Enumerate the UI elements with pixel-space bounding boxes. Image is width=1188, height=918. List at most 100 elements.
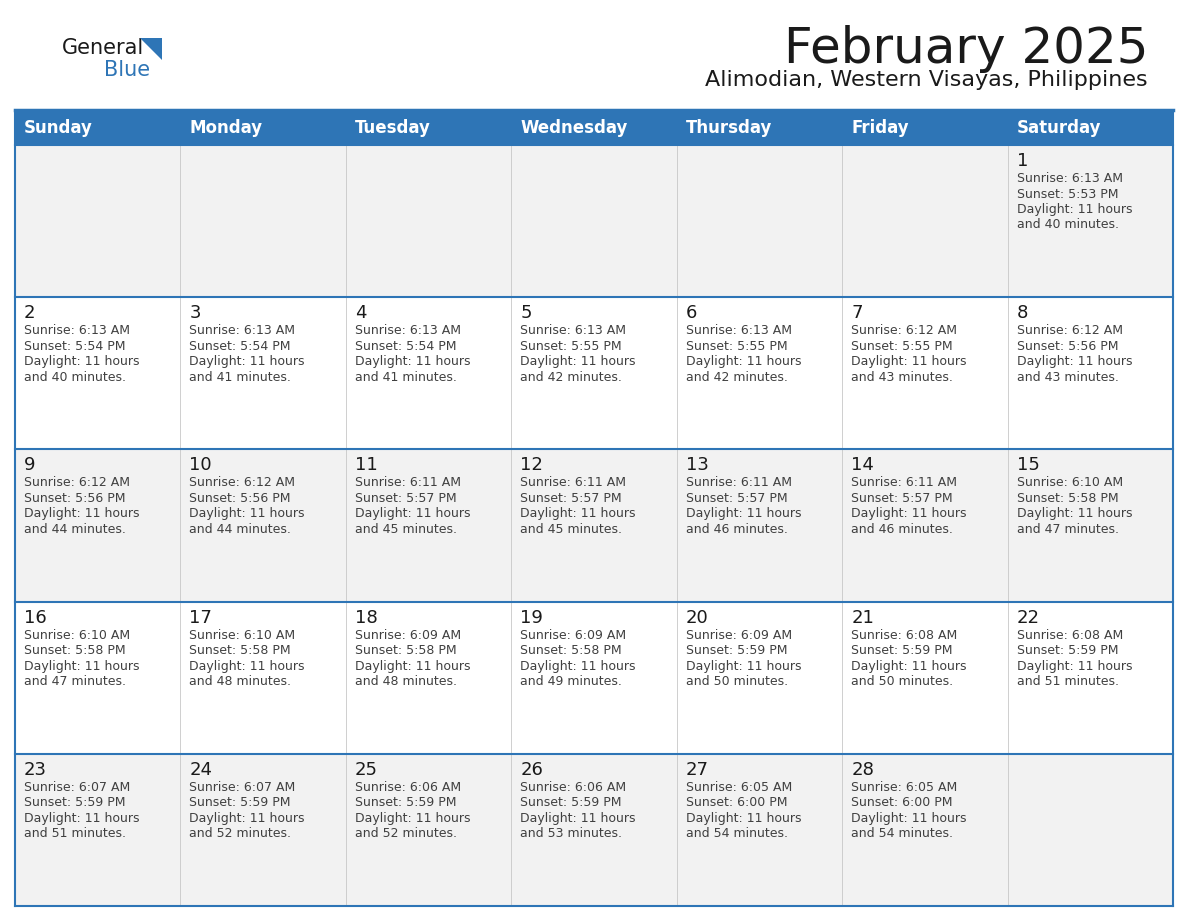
Text: Sunrise: 6:11 AM: Sunrise: 6:11 AM bbox=[520, 476, 626, 489]
Text: 10: 10 bbox=[189, 456, 211, 475]
Text: 9: 9 bbox=[24, 456, 36, 475]
Text: Sunset: 5:55 PM: Sunset: 5:55 PM bbox=[520, 340, 621, 353]
Text: Friday: Friday bbox=[851, 119, 909, 137]
Text: 17: 17 bbox=[189, 609, 213, 627]
Text: 19: 19 bbox=[520, 609, 543, 627]
Text: and 47 minutes.: and 47 minutes. bbox=[24, 675, 126, 688]
Text: General: General bbox=[62, 38, 144, 58]
Text: Sunset: 5:58 PM: Sunset: 5:58 PM bbox=[355, 644, 456, 657]
Bar bbox=[511, 111, 677, 145]
Bar bbox=[15, 111, 181, 145]
Text: Sunrise: 6:12 AM: Sunrise: 6:12 AM bbox=[1017, 324, 1123, 337]
Bar bbox=[677, 111, 842, 145]
Text: and 49 minutes.: and 49 minutes. bbox=[520, 675, 623, 688]
Text: Daylight: 11 hours: Daylight: 11 hours bbox=[189, 508, 305, 521]
Text: Sunset: 5:56 PM: Sunset: 5:56 PM bbox=[24, 492, 126, 505]
Text: Sunset: 5:59 PM: Sunset: 5:59 PM bbox=[520, 796, 621, 810]
Bar bbox=[1007, 111, 1173, 145]
Text: and 50 minutes.: and 50 minutes. bbox=[685, 675, 788, 688]
Text: Sunset: 5:59 PM: Sunset: 5:59 PM bbox=[355, 796, 456, 810]
Text: Sunset: 5:58 PM: Sunset: 5:58 PM bbox=[1017, 492, 1118, 505]
Text: 15: 15 bbox=[1017, 456, 1040, 475]
Text: Sunrise: 6:05 AM: Sunrise: 6:05 AM bbox=[851, 781, 958, 794]
Text: Sunset: 5:58 PM: Sunset: 5:58 PM bbox=[189, 644, 291, 657]
Text: Sunrise: 6:13 AM: Sunrise: 6:13 AM bbox=[24, 324, 129, 337]
Text: Sunrise: 6:12 AM: Sunrise: 6:12 AM bbox=[851, 324, 958, 337]
Text: Sunday: Sunday bbox=[24, 119, 93, 137]
Text: Sunrise: 6:10 AM: Sunrise: 6:10 AM bbox=[189, 629, 296, 642]
Text: and 43 minutes.: and 43 minutes. bbox=[1017, 371, 1118, 384]
Text: 4: 4 bbox=[355, 304, 366, 322]
Text: Daylight: 11 hours: Daylight: 11 hours bbox=[685, 508, 801, 521]
Text: Sunset: 6:00 PM: Sunset: 6:00 PM bbox=[851, 796, 953, 810]
Text: Sunset: 5:55 PM: Sunset: 5:55 PM bbox=[851, 340, 953, 353]
Text: and 46 minutes.: and 46 minutes. bbox=[685, 523, 788, 536]
Text: and 45 minutes.: and 45 minutes. bbox=[520, 523, 623, 536]
Text: and 44 minutes.: and 44 minutes. bbox=[189, 523, 291, 536]
Text: and 51 minutes.: and 51 minutes. bbox=[24, 827, 126, 840]
Text: Sunset: 5:59 PM: Sunset: 5:59 PM bbox=[24, 796, 126, 810]
Text: 23: 23 bbox=[24, 761, 48, 778]
Text: and 54 minutes.: and 54 minutes. bbox=[851, 827, 953, 840]
Text: Daylight: 11 hours: Daylight: 11 hours bbox=[24, 508, 139, 521]
Text: 28: 28 bbox=[851, 761, 874, 778]
Text: and 42 minutes.: and 42 minutes. bbox=[520, 371, 623, 384]
Text: Daylight: 11 hours: Daylight: 11 hours bbox=[1017, 660, 1132, 673]
Text: 12: 12 bbox=[520, 456, 543, 475]
Text: 16: 16 bbox=[24, 609, 46, 627]
Bar bbox=[346, 111, 511, 145]
Text: Sunrise: 6:05 AM: Sunrise: 6:05 AM bbox=[685, 781, 792, 794]
Text: Sunset: 5:59 PM: Sunset: 5:59 PM bbox=[851, 644, 953, 657]
Text: and 40 minutes.: and 40 minutes. bbox=[1017, 218, 1119, 231]
Text: 3: 3 bbox=[189, 304, 201, 322]
Text: Daylight: 11 hours: Daylight: 11 hours bbox=[685, 355, 801, 368]
Text: Sunrise: 6:13 AM: Sunrise: 6:13 AM bbox=[685, 324, 791, 337]
Text: 11: 11 bbox=[355, 456, 378, 475]
Bar bbox=[15, 601, 1173, 754]
Text: Sunrise: 6:13 AM: Sunrise: 6:13 AM bbox=[355, 324, 461, 337]
Text: and 42 minutes.: and 42 minutes. bbox=[685, 371, 788, 384]
Text: and 48 minutes.: and 48 minutes. bbox=[189, 675, 291, 688]
Text: 14: 14 bbox=[851, 456, 874, 475]
Text: Daylight: 11 hours: Daylight: 11 hours bbox=[520, 660, 636, 673]
Text: 27: 27 bbox=[685, 761, 709, 778]
Text: Alimodian, Western Visayas, Philippines: Alimodian, Western Visayas, Philippines bbox=[706, 70, 1148, 90]
Text: Sunset: 5:58 PM: Sunset: 5:58 PM bbox=[24, 644, 126, 657]
Text: Sunrise: 6:07 AM: Sunrise: 6:07 AM bbox=[24, 781, 131, 794]
Text: Sunset: 5:54 PM: Sunset: 5:54 PM bbox=[24, 340, 126, 353]
Text: Sunset: 5:57 PM: Sunset: 5:57 PM bbox=[520, 492, 621, 505]
Text: Daylight: 11 hours: Daylight: 11 hours bbox=[355, 355, 470, 368]
Text: Sunrise: 6:09 AM: Sunrise: 6:09 AM bbox=[520, 629, 626, 642]
Text: Daylight: 11 hours: Daylight: 11 hours bbox=[1017, 355, 1132, 368]
Text: Sunset: 5:57 PM: Sunset: 5:57 PM bbox=[355, 492, 456, 505]
Text: 8: 8 bbox=[1017, 304, 1028, 322]
Bar bbox=[842, 111, 1007, 145]
Text: and 45 minutes.: and 45 minutes. bbox=[355, 523, 457, 536]
Text: Daylight: 11 hours: Daylight: 11 hours bbox=[851, 355, 967, 368]
Text: Daylight: 11 hours: Daylight: 11 hours bbox=[520, 812, 636, 824]
Text: 1: 1 bbox=[1017, 152, 1028, 170]
Text: Daylight: 11 hours: Daylight: 11 hours bbox=[1017, 203, 1132, 216]
Text: Sunset: 5:59 PM: Sunset: 5:59 PM bbox=[189, 796, 291, 810]
Text: Sunrise: 6:09 AM: Sunrise: 6:09 AM bbox=[685, 629, 792, 642]
Text: Sunrise: 6:07 AM: Sunrise: 6:07 AM bbox=[189, 781, 296, 794]
Text: Sunset: 5:55 PM: Sunset: 5:55 PM bbox=[685, 340, 788, 353]
Text: Daylight: 11 hours: Daylight: 11 hours bbox=[1017, 508, 1132, 521]
Text: Sunrise: 6:10 AM: Sunrise: 6:10 AM bbox=[24, 629, 131, 642]
Text: 21: 21 bbox=[851, 609, 874, 627]
Text: Daylight: 11 hours: Daylight: 11 hours bbox=[189, 355, 305, 368]
Text: Sunrise: 6:13 AM: Sunrise: 6:13 AM bbox=[520, 324, 626, 337]
Text: Sunrise: 6:12 AM: Sunrise: 6:12 AM bbox=[24, 476, 129, 489]
Text: Sunrise: 6:09 AM: Sunrise: 6:09 AM bbox=[355, 629, 461, 642]
Text: Sunset: 5:59 PM: Sunset: 5:59 PM bbox=[1017, 644, 1118, 657]
Text: Sunset: 5:54 PM: Sunset: 5:54 PM bbox=[189, 340, 291, 353]
Text: Daylight: 11 hours: Daylight: 11 hours bbox=[520, 508, 636, 521]
Text: Sunset: 5:59 PM: Sunset: 5:59 PM bbox=[685, 644, 788, 657]
Bar bbox=[15, 450, 1173, 601]
Text: 26: 26 bbox=[520, 761, 543, 778]
Text: Sunrise: 6:11 AM: Sunrise: 6:11 AM bbox=[685, 476, 791, 489]
Text: Sunset: 6:00 PM: Sunset: 6:00 PM bbox=[685, 796, 788, 810]
Text: Daylight: 11 hours: Daylight: 11 hours bbox=[189, 812, 305, 824]
Text: and 46 minutes.: and 46 minutes. bbox=[851, 523, 953, 536]
Text: 18: 18 bbox=[355, 609, 378, 627]
